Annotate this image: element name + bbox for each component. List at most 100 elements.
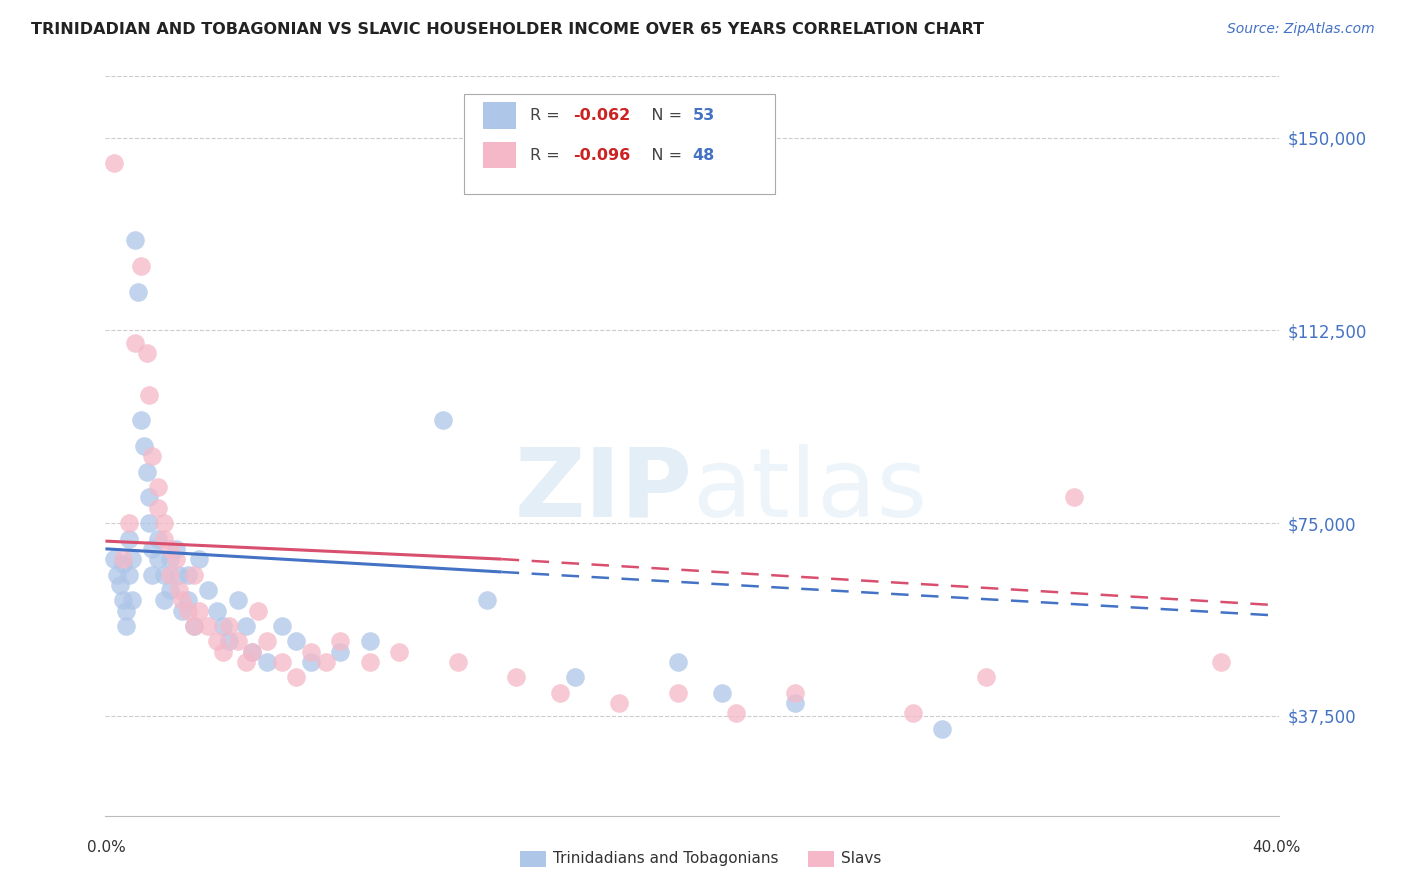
Text: TRINIDADIAN AND TOBAGONIAN VS SLAVIC HOUSEHOLDER INCOME OVER 65 YEARS CORRELATIO: TRINIDADIAN AND TOBAGONIAN VS SLAVIC HOU… xyxy=(31,22,984,37)
Point xyxy=(226,593,249,607)
Point xyxy=(315,655,337,669)
Point xyxy=(183,619,205,633)
Point xyxy=(148,480,170,494)
Point xyxy=(118,532,141,546)
Point xyxy=(299,645,322,659)
Point xyxy=(153,593,176,607)
Point xyxy=(285,634,308,648)
Text: 48: 48 xyxy=(693,147,714,162)
Point xyxy=(226,634,249,648)
Point xyxy=(132,439,155,453)
Point xyxy=(247,603,270,617)
Point xyxy=(148,532,170,546)
Point xyxy=(148,552,170,566)
Point xyxy=(205,603,228,617)
Point xyxy=(159,582,181,597)
Point xyxy=(112,593,135,607)
Point xyxy=(475,593,498,607)
Point xyxy=(176,567,198,582)
Text: R =: R = xyxy=(530,147,565,162)
Point xyxy=(188,603,211,617)
Point xyxy=(141,567,163,582)
FancyBboxPatch shape xyxy=(484,103,516,129)
Point xyxy=(135,465,157,479)
Text: 40.0%: 40.0% xyxy=(1253,840,1301,855)
Point xyxy=(256,634,278,648)
Text: 53: 53 xyxy=(693,108,714,123)
Text: ZIP: ZIP xyxy=(515,444,693,537)
Point xyxy=(359,634,381,648)
Point xyxy=(105,567,128,582)
Point xyxy=(115,603,138,617)
Point xyxy=(197,619,219,633)
Point xyxy=(165,541,187,556)
Point xyxy=(141,541,163,556)
Point xyxy=(165,552,187,566)
Point xyxy=(1209,655,1232,669)
Point xyxy=(299,655,322,669)
Point xyxy=(931,722,953,736)
Text: Slavs: Slavs xyxy=(841,851,882,865)
Point xyxy=(124,233,146,247)
Point xyxy=(240,645,263,659)
Point xyxy=(176,603,198,617)
Point xyxy=(129,259,152,273)
Point xyxy=(138,491,160,505)
Text: -0.062: -0.062 xyxy=(572,108,630,123)
Text: N =: N = xyxy=(636,108,688,123)
Text: -0.096: -0.096 xyxy=(572,147,630,162)
Point xyxy=(725,706,748,721)
Point xyxy=(127,285,149,299)
Point xyxy=(564,670,586,684)
Point xyxy=(112,552,135,566)
Point xyxy=(148,500,170,515)
Point xyxy=(240,645,263,659)
Point xyxy=(666,686,689,700)
Point xyxy=(235,619,257,633)
Point xyxy=(159,541,181,556)
Point xyxy=(211,619,233,633)
Point xyxy=(785,686,807,700)
Text: Trinidadians and Tobagonians: Trinidadians and Tobagonians xyxy=(553,851,778,865)
Point xyxy=(205,634,228,648)
Point xyxy=(550,686,572,700)
Point xyxy=(183,567,205,582)
Point xyxy=(167,582,190,597)
Point xyxy=(153,532,176,546)
Point xyxy=(153,516,176,530)
Point xyxy=(359,655,381,669)
Point xyxy=(138,387,160,401)
Point xyxy=(505,670,527,684)
Point xyxy=(176,593,198,607)
Point xyxy=(197,582,219,597)
Point xyxy=(432,413,454,427)
Point xyxy=(121,552,143,566)
FancyBboxPatch shape xyxy=(464,95,775,194)
Point xyxy=(211,645,233,659)
Point xyxy=(103,156,125,170)
Point xyxy=(159,552,181,566)
Point xyxy=(607,696,630,710)
Point xyxy=(183,619,205,633)
Point xyxy=(115,619,138,633)
Text: 0.0%: 0.0% xyxy=(87,840,127,855)
Point xyxy=(170,593,193,607)
Point xyxy=(188,552,211,566)
Text: atlas: atlas xyxy=(693,444,928,537)
Point xyxy=(170,603,193,617)
Point xyxy=(388,645,411,659)
Point xyxy=(329,634,352,648)
Point xyxy=(159,567,181,582)
Point xyxy=(141,450,163,464)
Point xyxy=(108,578,131,592)
Point xyxy=(710,686,733,700)
Point xyxy=(167,567,190,582)
Point xyxy=(447,655,470,669)
Point xyxy=(235,655,257,669)
Point xyxy=(112,558,135,572)
Point xyxy=(153,567,176,582)
Point xyxy=(129,413,152,427)
Point xyxy=(135,346,157,360)
Point xyxy=(785,696,807,710)
Point xyxy=(138,516,160,530)
